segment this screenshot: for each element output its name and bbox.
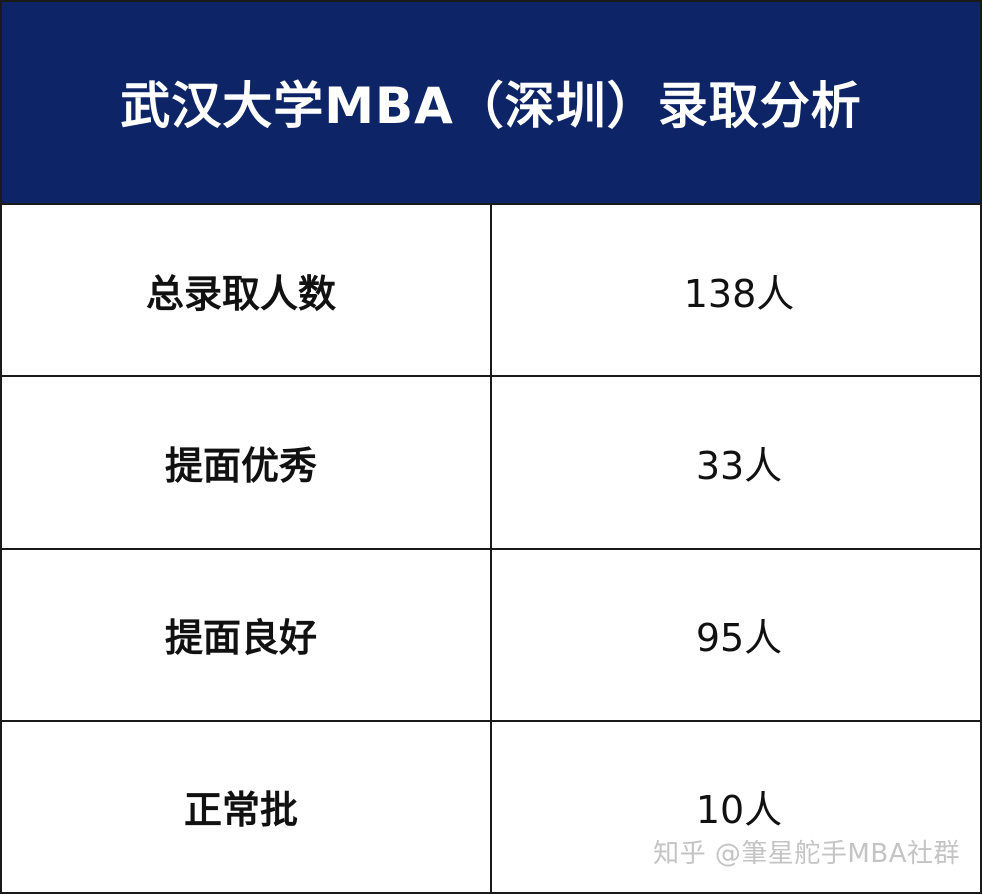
table-row: 总录取人数 138人 — [2, 205, 980, 378]
table-body: 总录取人数 138人 提面优秀 33人 提面良好 95人 正常批 10人 — [2, 205, 980, 892]
row-value: 95人 — [492, 549, 980, 720]
row-label: 总录取人数 — [2, 205, 492, 376]
table-header: 武汉大学MBA（深圳）录取分析 — [2, 2, 980, 205]
table-title: 武汉大学MBA（深圳）录取分析 — [120, 76, 862, 135]
table-row: 提面良好 95人 — [2, 549, 980, 722]
watermark-text: 知乎 @筆星舵手MBA社群 — [653, 839, 960, 869]
table-row: 提面优秀 33人 — [2, 377, 980, 550]
row-label: 正常批 — [2, 721, 492, 892]
table-row: 正常批 10人 — [2, 721, 980, 892]
row-value: 33人 — [492, 377, 980, 548]
row-label: 提面优秀 — [2, 377, 492, 548]
row-value: 138人 — [492, 205, 980, 376]
row-value: 10人 — [492, 721, 980, 892]
row-label: 提面良好 — [2, 549, 492, 720]
